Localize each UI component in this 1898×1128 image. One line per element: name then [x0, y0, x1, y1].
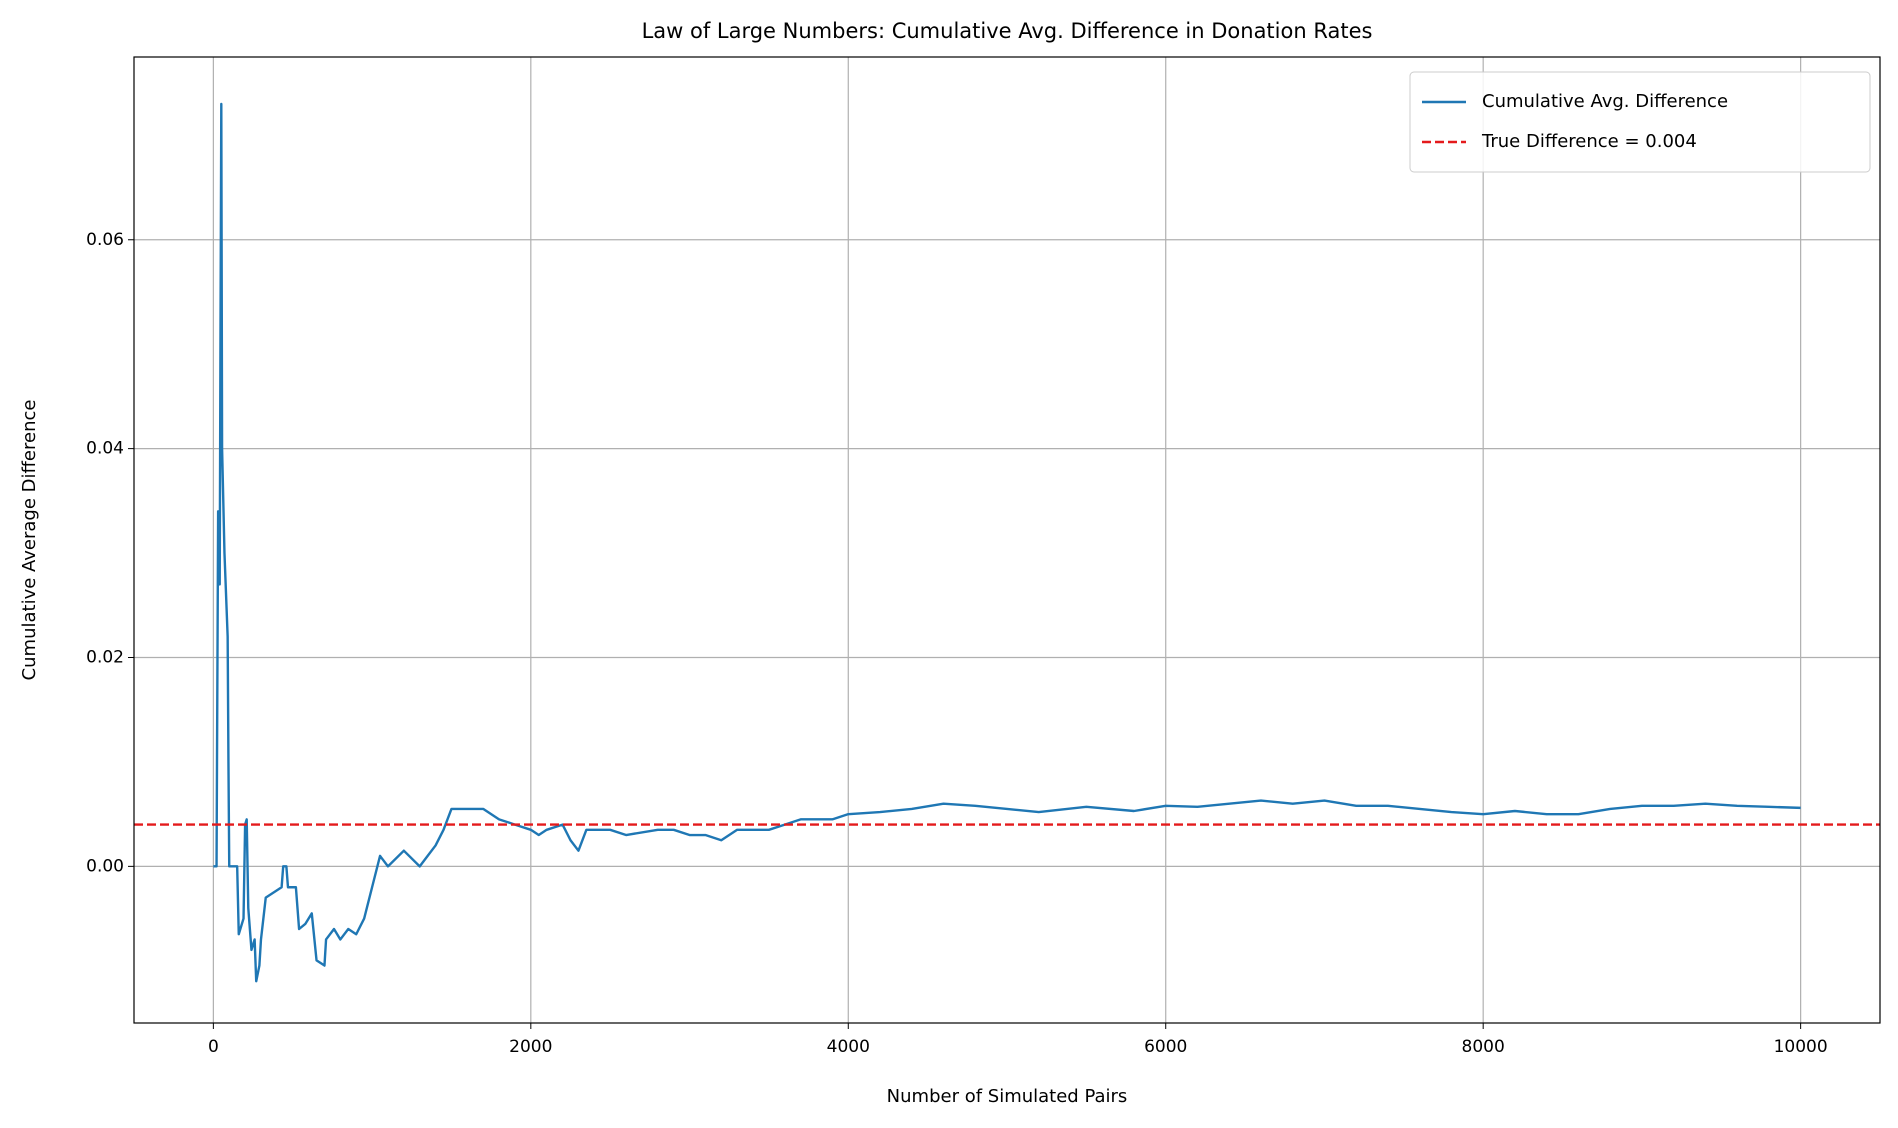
plot-frame — [133, 56, 1881, 1024]
x-axis-label: Number of Simulated Pairs — [887, 1086, 1128, 1107]
x-tick-label: 0 — [208, 1037, 219, 1057]
y-tick-label: 0.00 — [86, 856, 124, 876]
x-tick-label: 10000 — [1774, 1037, 1828, 1057]
legend-box — [1409, 71, 1871, 173]
x-tick-label: 8000 — [1462, 1037, 1505, 1057]
y-axis-label: Cumulative Average Difference — [19, 400, 40, 681]
y-tick-label: 0.04 — [86, 439, 124, 459]
chart-title: Law of Large Numbers: Cumulative Avg. Di… — [642, 19, 1373, 43]
y-tick-label: 0.02 — [86, 647, 124, 667]
x-tick-label: 2000 — [509, 1037, 552, 1057]
data-line — [213, 102, 1801, 983]
legend-label: True Difference = 0.004 — [1481, 131, 1697, 152]
x-tick-label: 6000 — [1144, 1037, 1187, 1057]
x-tick-label: 4000 — [827, 1037, 870, 1057]
y-tick-label: 0.06 — [86, 230, 124, 250]
legend-label: Cumulative Avg. Difference — [1482, 91, 1728, 112]
